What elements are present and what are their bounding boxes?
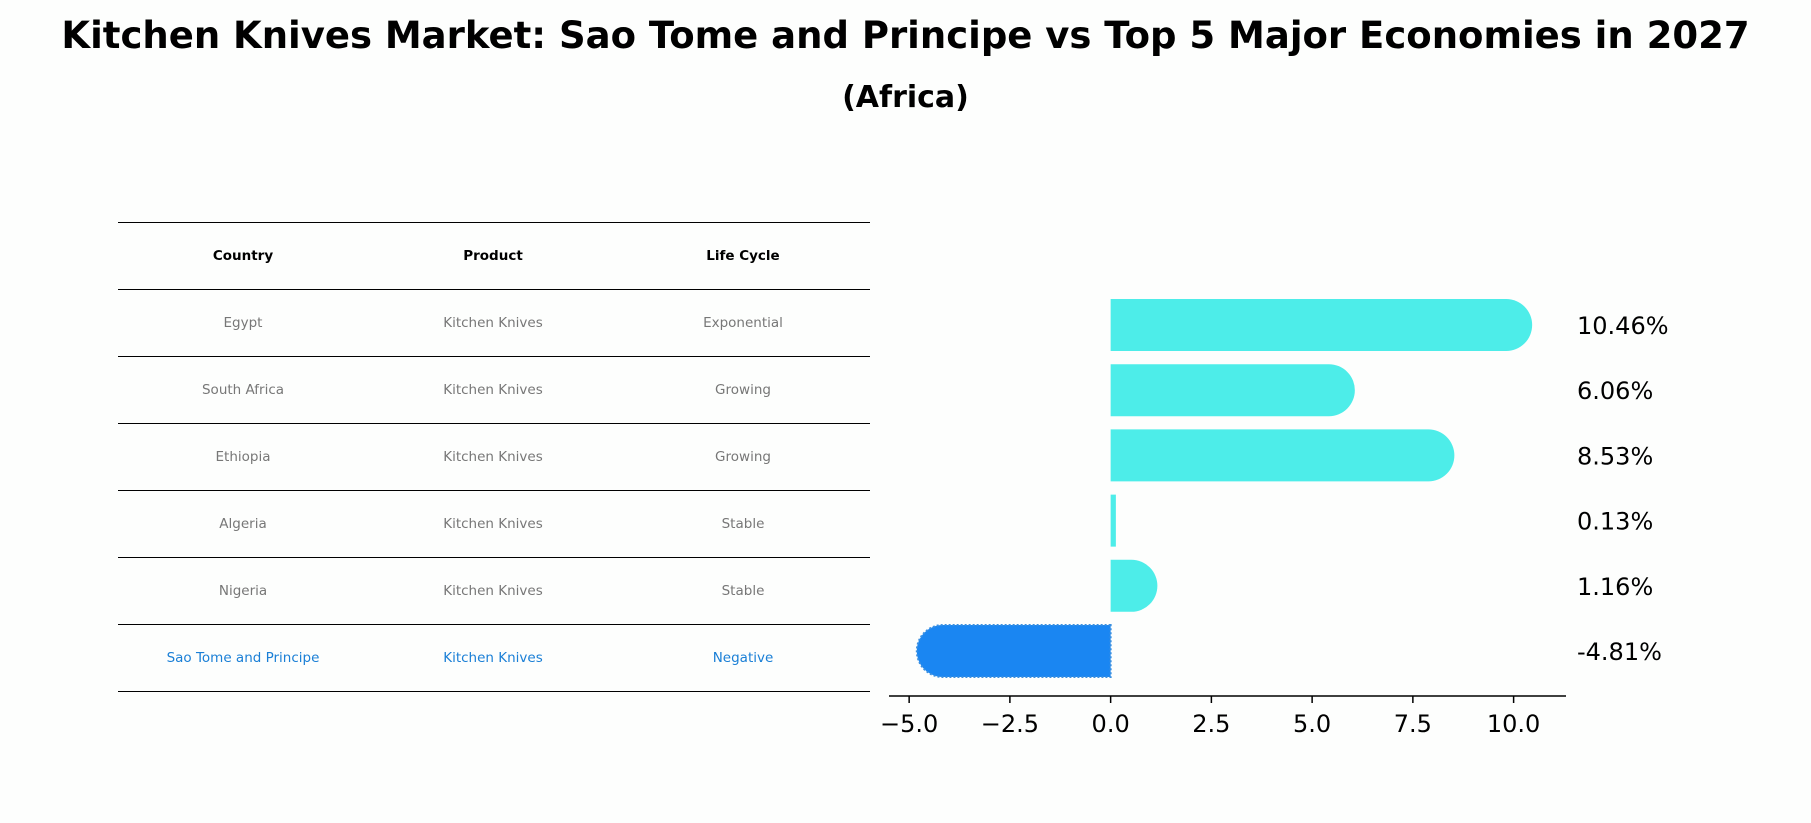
chart-subtitle: (Africa) [842, 80, 969, 115]
chart-title: Kitchen Knives Market: Sao Tome and Prin… [61, 14, 1750, 57]
data-label: 0.13% [1577, 508, 1653, 536]
bar-egypt [1110, 299, 1533, 351]
table-row: Algeria Kitchen Knives Stable [118, 490, 870, 557]
table-row-highlight: Sao Tome and Principe Kitchen Knives Neg… [118, 624, 870, 692]
cell-life-cycle: Growing [715, 449, 771, 465]
cell-country: South Africa [201, 382, 285, 398]
header-life-cycle: Life Cycle [706, 248, 780, 264]
bar-algeria [1110, 494, 1116, 547]
cell-country: Ethiopia [215, 449, 271, 465]
x-tick-label: 10.0 [1487, 710, 1540, 738]
cell-product: Kitchen Knives [443, 382, 543, 398]
cell-country: Nigeria [218, 583, 268, 599]
bar-ethiopia [1110, 429, 1455, 482]
x-tick-label: −5.0 [880, 710, 938, 738]
x-tick-label: 2.5 [1192, 710, 1230, 738]
cell-life-cycle: Stable [721, 516, 765, 532]
cell-life-cycle: Negative [712, 650, 774, 666]
data-label: -4.81% [1577, 638, 1662, 666]
cell-product: Kitchen Knives [443, 315, 543, 331]
cell-country: Algeria [219, 516, 267, 532]
data-label: 8.53% [1577, 442, 1653, 470]
cell-product: Kitchen Knives [443, 516, 543, 532]
data-label: 1.16% [1577, 573, 1653, 601]
data-table: Country Product Life Cycle Egypt Kitchen… [118, 222, 870, 692]
x-tick-label: 5.0 [1293, 710, 1331, 738]
cell-life-cycle: Stable [721, 583, 765, 599]
x-tick-label: −2.5 [981, 710, 1039, 738]
data-label: 6.06% [1577, 377, 1653, 405]
cell-life-cycle: Exponential [703, 315, 783, 331]
x-tick-label: 0.0 [1092, 710, 1130, 738]
cell-life-cycle: Growing [715, 382, 771, 398]
bar-south-africa [1110, 364, 1355, 417]
bar-sao-tome-and-principe [915, 624, 1112, 678]
table-header-row: Country Product Life Cycle [118, 222, 870, 289]
cell-country: Egypt [223, 315, 263, 331]
table-row: South Africa Kitchen Knives Growing [118, 356, 870, 423]
header-product: Product [463, 248, 523, 264]
cell-product: Kitchen Knives [443, 650, 543, 666]
cell-product: Kitchen Knives [443, 583, 543, 599]
data-label: 10.46% [1577, 312, 1669, 340]
table-row: Nigeria Kitchen Knives Stable [118, 557, 870, 624]
header-country: Country [212, 248, 274, 264]
bar-nigeria [1110, 559, 1158, 612]
cell-product: Kitchen Knives [443, 449, 543, 465]
x-tick-label: 7.5 [1394, 710, 1432, 738]
table-row: Ethiopia Kitchen Knives Growing [118, 423, 870, 490]
table-row: Egypt Kitchen Knives Exponential [118, 289, 870, 356]
cell-country: Sao Tome and Principe [166, 650, 320, 666]
